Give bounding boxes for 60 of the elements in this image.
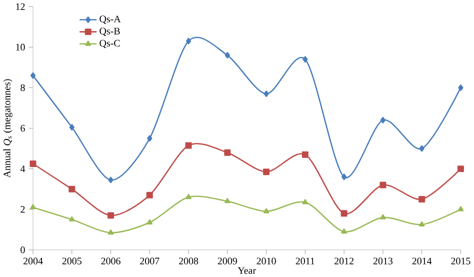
x-tick-label: 2006 [101,258,120,264]
x-axis-title: Year [238,267,256,274]
legend-label: Qs-B [100,28,120,36]
point [108,176,114,184]
point [264,90,269,97]
y-tick-label: 6 [20,124,25,132]
x-tick-label: 2009 [218,258,237,264]
point [224,52,230,58]
x-tick-label: 2005 [62,258,82,264]
x-tick-label: 2007 [140,258,160,264]
y-tick-label: 12 [16,3,25,10]
x-tick-label: 2004 [23,258,43,264]
point [186,194,192,200]
point [380,214,386,220]
x-tick-label: 2014 [412,258,432,264]
point [30,72,36,79]
point [146,192,153,198]
y-tick-label: 8 [20,84,25,91]
point [185,142,192,149]
point [302,151,308,158]
point [340,210,348,217]
point [147,135,152,142]
point [457,165,464,172]
point [30,160,36,167]
y-axis-title: Annual Q$_{s}$ (megatonnes) [3,79,12,178]
point [263,208,270,214]
x-tick-label: 2012 [334,258,354,264]
point [458,84,464,91]
point [30,204,36,210]
point [69,124,74,130]
point [380,116,386,124]
point [108,229,114,235]
x-tick-label: 2011 [296,258,314,264]
point [341,174,347,180]
point [108,212,114,219]
point [186,38,192,44]
point [418,196,426,202]
point [263,168,270,175]
point [419,145,424,152]
point [224,198,230,204]
y-tick-label: 0 [20,246,25,254]
x-tick-label: 2015 [451,258,470,264]
x-tick-label: 2008 [179,258,198,264]
point [224,149,231,156]
legend-label: Qs-A [100,16,121,24]
point [380,182,386,188]
point [302,56,308,62]
point [68,216,75,222]
x-tick-label: 2013 [373,258,393,264]
y-tick-label: 2 [20,206,25,213]
legend-label: Qs-C [100,40,120,48]
point [302,198,308,204]
point [341,228,347,234]
point [418,221,425,226]
point [146,219,153,224]
y-tick-label: 10 [16,44,25,50]
point [458,206,464,212]
x-tick-label: 2010 [256,258,276,264]
point [68,186,76,192]
y-tick-label: 4 [20,165,26,172]
